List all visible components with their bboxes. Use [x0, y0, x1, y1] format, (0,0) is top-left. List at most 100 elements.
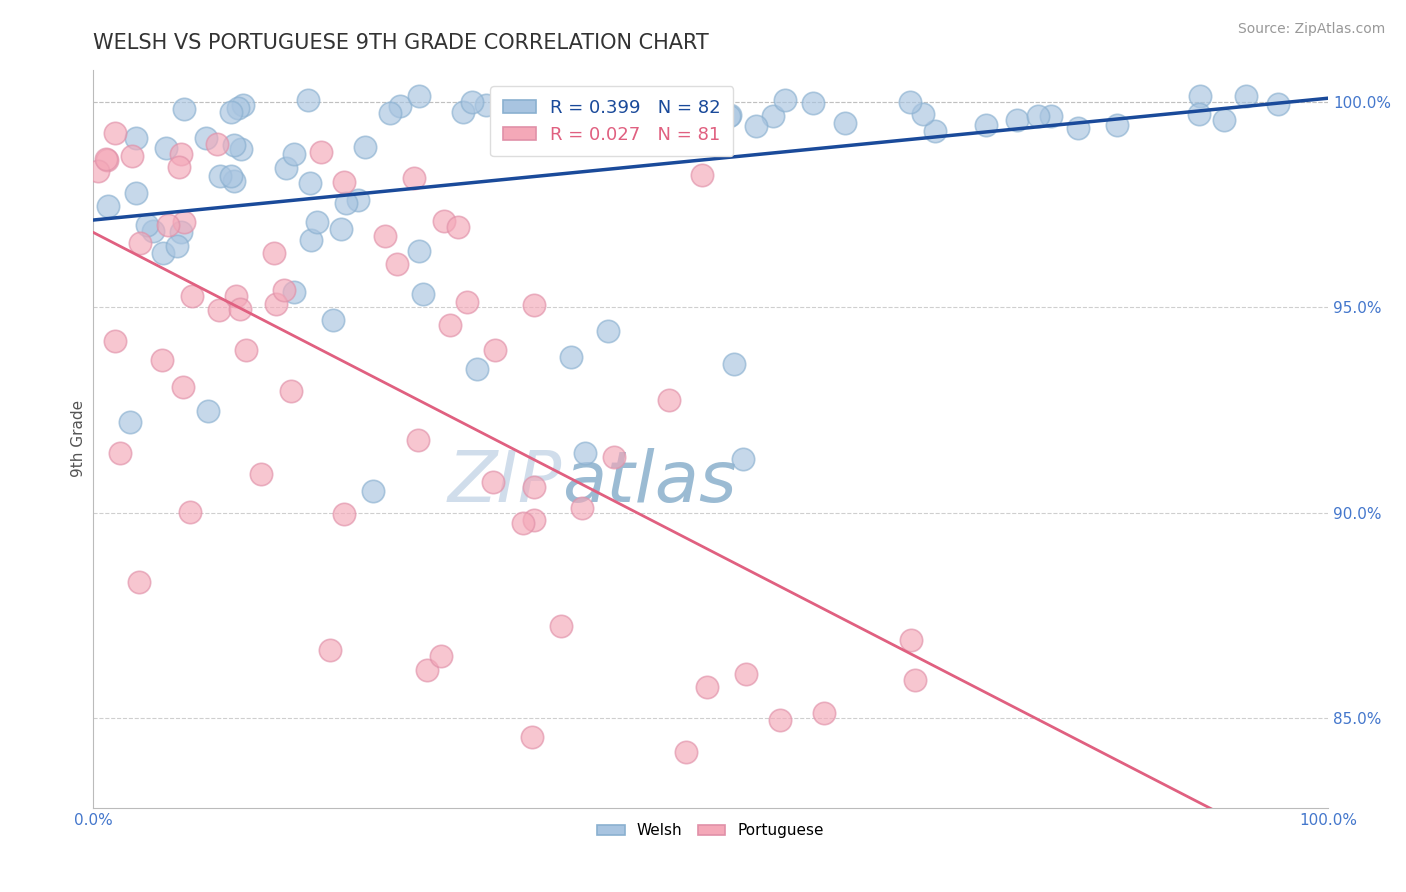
Point [461, 95, 484, 109]
Text: atlas: atlas [562, 449, 737, 517]
Point [1234, 88, 1257, 103]
Point [208, 303, 231, 318]
Point [335, 195, 357, 210]
Point [762, 109, 785, 123]
Point [696, 680, 718, 694]
Point [1213, 112, 1236, 127]
Point [912, 107, 935, 121]
Point [707, 119, 730, 133]
Point [318, 643, 340, 657]
Point [87, 164, 110, 178]
Point [332, 175, 354, 189]
Point [550, 619, 572, 633]
Point [681, 96, 703, 111]
Point [283, 146, 305, 161]
Point [731, 451, 754, 466]
Point [505, 108, 527, 122]
Point [571, 500, 593, 515]
Point [104, 126, 127, 140]
Point [692, 168, 714, 182]
Point [209, 169, 232, 183]
Point [152, 352, 174, 367]
Point [197, 403, 219, 417]
Point [225, 288, 247, 302]
Point [773, 93, 796, 107]
Point [658, 393, 681, 408]
Point [297, 93, 319, 107]
Point [412, 286, 434, 301]
Point [1188, 89, 1211, 103]
Point [167, 161, 190, 175]
Point [156, 218, 179, 232]
Point [574, 446, 596, 460]
Point [264, 296, 287, 310]
Point [229, 142, 252, 156]
Point [299, 176, 322, 190]
Point [173, 215, 195, 229]
Point [675, 746, 697, 760]
Point [1067, 120, 1090, 135]
Point [475, 98, 498, 112]
Point [96, 153, 118, 167]
Point [179, 505, 201, 519]
Point [801, 95, 824, 110]
Point [433, 214, 456, 228]
Point [974, 118, 997, 132]
Point [898, 95, 921, 110]
Point [166, 238, 188, 252]
Point [170, 225, 193, 239]
Point [135, 218, 157, 232]
Point [226, 101, 249, 115]
Point [250, 467, 273, 481]
Point [380, 106, 402, 120]
Point [465, 361, 488, 376]
Point [522, 480, 544, 494]
Point [329, 222, 352, 236]
Point [430, 648, 453, 663]
Point [299, 233, 322, 247]
Point [388, 99, 411, 113]
Point [560, 350, 582, 364]
Point [1026, 109, 1049, 123]
Point [664, 104, 686, 119]
Point [224, 174, 246, 188]
Point [904, 673, 927, 688]
Point [745, 120, 768, 134]
Point [900, 632, 922, 647]
Point [1188, 107, 1211, 121]
Legend: Welsh, Portuguese: Welsh, Portuguese [591, 817, 830, 845]
Point [569, 91, 592, 105]
Point [439, 318, 461, 332]
Point [195, 131, 218, 145]
Point [456, 294, 478, 309]
Point [170, 147, 193, 161]
Point [361, 483, 384, 498]
Point [128, 575, 150, 590]
Point [522, 730, 544, 744]
Point [142, 224, 165, 238]
Point [274, 161, 297, 176]
Point [451, 104, 474, 119]
Point [671, 99, 693, 113]
Point [221, 169, 243, 184]
Point [125, 131, 148, 145]
Point [155, 141, 177, 155]
Point [550, 107, 572, 121]
Point [118, 415, 141, 429]
Point [602, 450, 624, 464]
Point [581, 98, 603, 112]
Point [447, 219, 470, 234]
Point [283, 285, 305, 299]
Point [720, 108, 742, 122]
Point [273, 283, 295, 297]
Point [723, 357, 745, 371]
Point [385, 257, 408, 271]
Point [1005, 112, 1028, 127]
Text: WELSH VS PORTUGUESE 9TH GRADE CORRELATION CHART: WELSH VS PORTUGUESE 9TH GRADE CORRELATIO… [93, 33, 709, 53]
Point [734, 667, 756, 681]
Point [484, 343, 506, 358]
Point [219, 104, 242, 119]
Point [152, 246, 174, 260]
Point [1039, 109, 1062, 123]
Point [692, 112, 714, 127]
